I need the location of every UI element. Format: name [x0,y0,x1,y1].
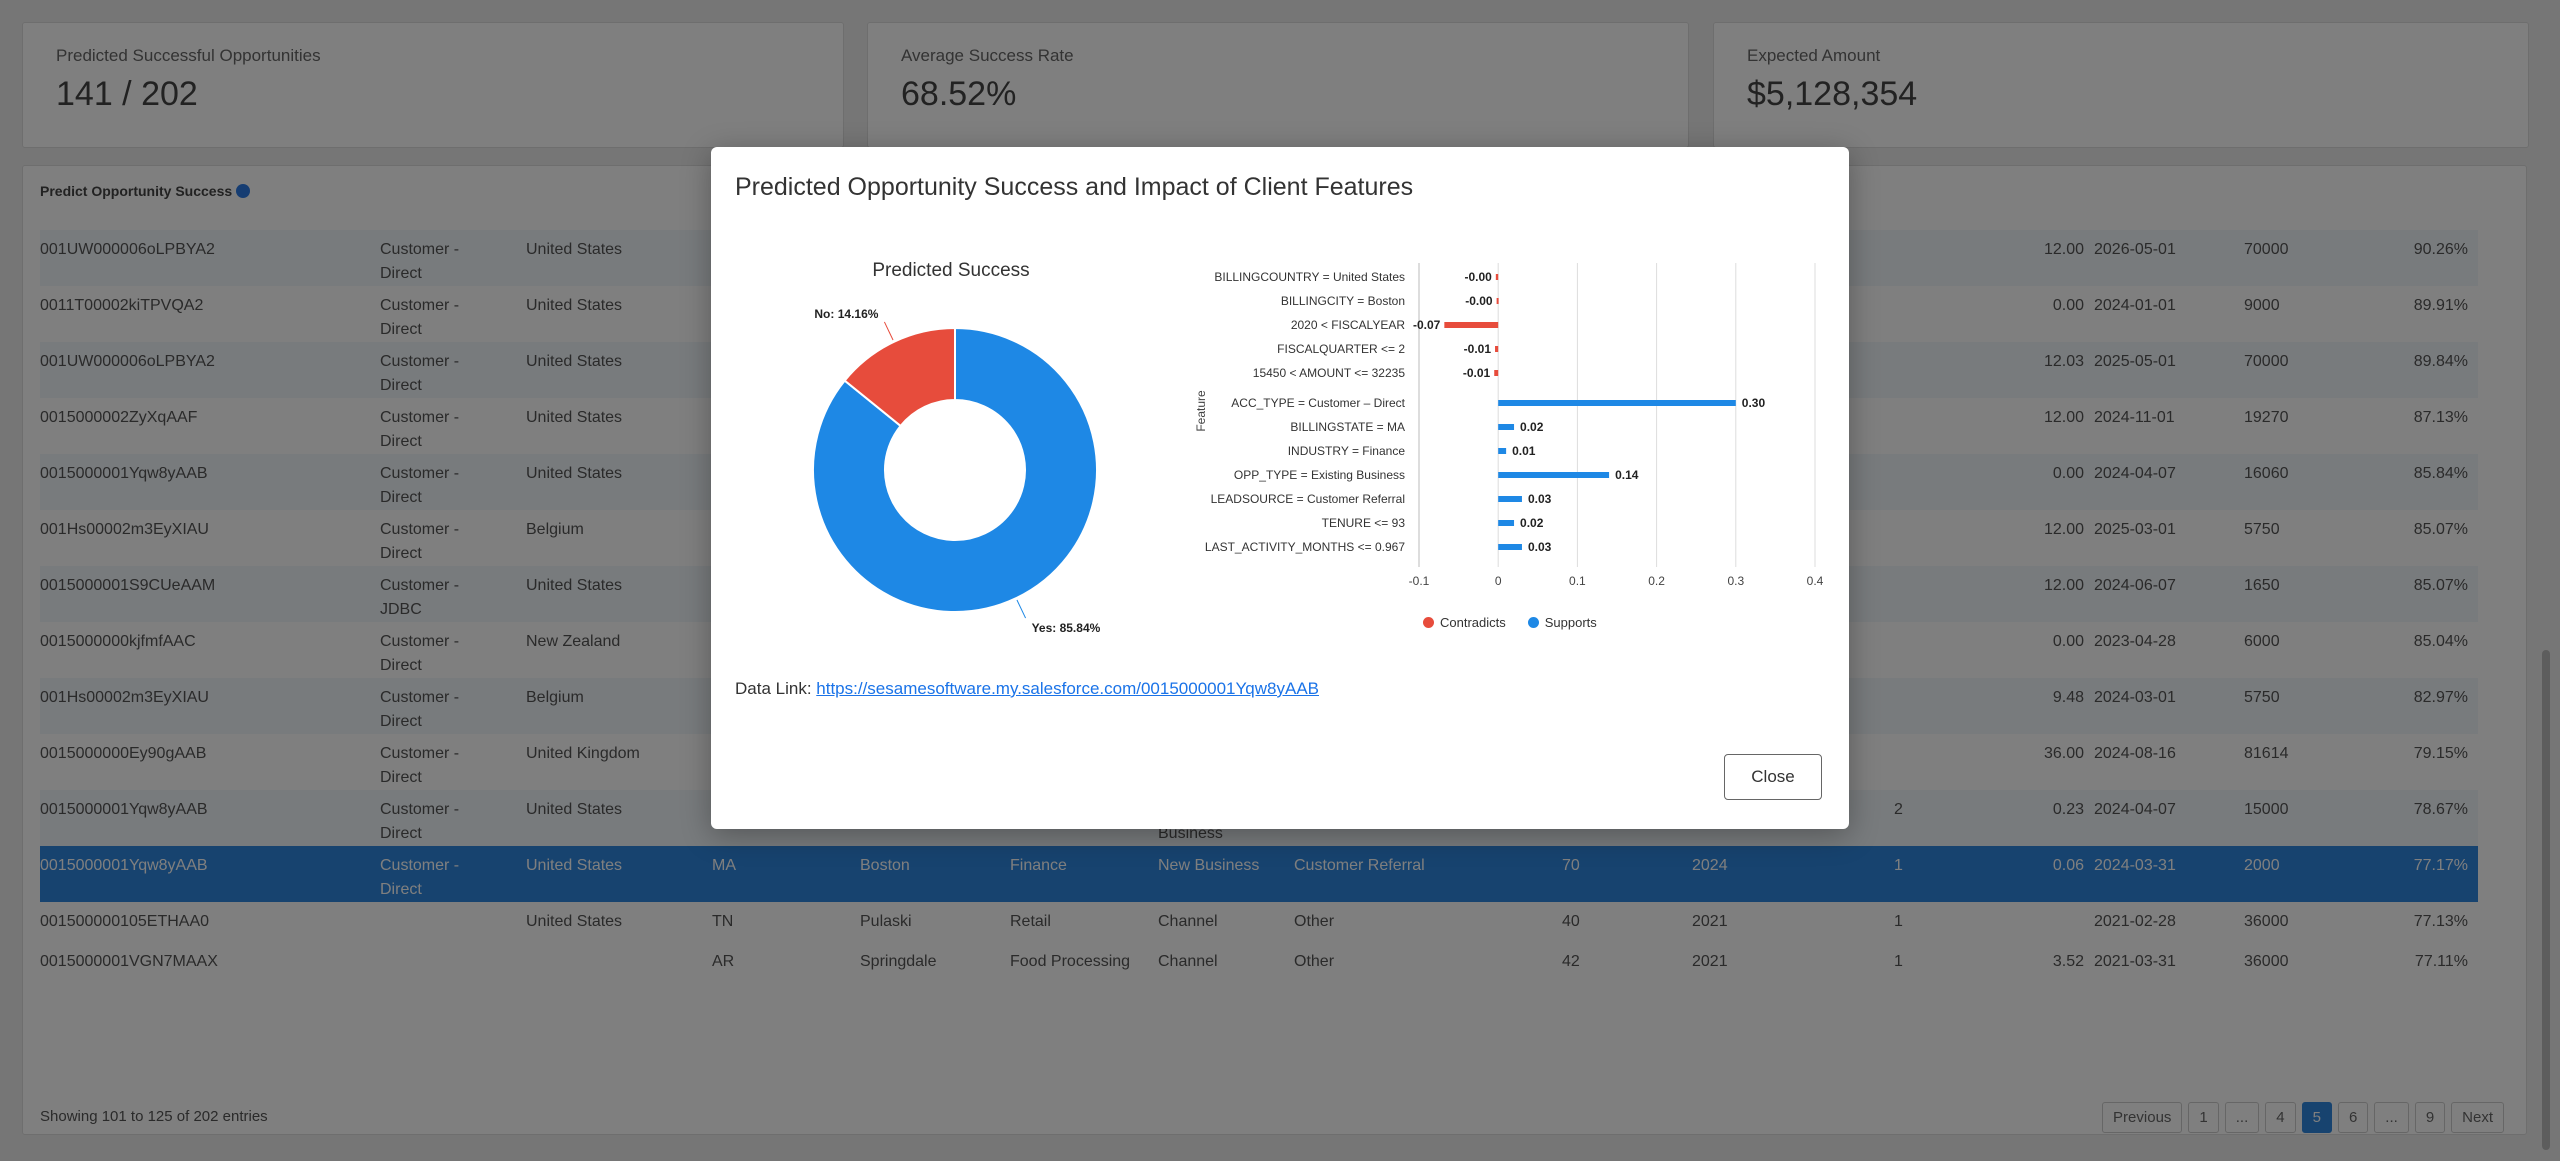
impact-bar[interactable] [1498,400,1736,406]
chart-legend: Contradicts Supports [1423,615,1597,630]
bar-value-label: -0.00 [1464,270,1492,284]
x-tick-label: 0.2 [1648,574,1665,587]
y-tick-label: LEADSOURCE = Customer Referral [1211,492,1405,506]
slice-label: No: 14.16% [814,307,878,321]
y-tick-label: BILLINGCITY = Boston [1281,294,1405,308]
impact-bar[interactable] [1498,520,1515,526]
y-tick-label: FISCALQUARTER <= 2 [1277,342,1405,356]
impact-bar[interactable] [1498,448,1507,454]
y-tick-label: 15450 < AMOUNT <= 32235 [1253,366,1406,380]
y-tick-label: OPP_TYPE = Existing Business [1234,468,1405,482]
bar-value-label: 0.14 [1615,468,1639,482]
legend-swatch [1423,617,1434,628]
impact-bar[interactable] [1495,274,1499,280]
donut-slice-no[interactable] [843,326,956,428]
impact-bar[interactable] [1498,472,1610,478]
impact-bar[interactable] [1494,370,1499,376]
modal-title: Predicted Opportunity Success and Impact… [735,173,1414,201]
data-link-label: Data Link: [735,679,812,698]
y-tick-label: INDUSTRY = Finance [1288,444,1406,458]
bar-value-label: 0.30 [1742,396,1766,410]
leader-line [1016,599,1027,619]
impact-bar[interactable] [1498,544,1522,550]
legend-item-contradicts[interactable]: Contradicts [1423,615,1506,630]
bar-value-label: -0.07 [1413,318,1441,332]
data-link[interactable]: https://sesamesoftware.my.salesforce.com… [816,679,1319,698]
bar-value-label: -0.00 [1465,294,1493,308]
bar-value-label: -0.01 [1463,366,1491,380]
x-tick-label: -0.1 [1409,574,1430,587]
y-axis-label: Feature [1194,390,1208,432]
bar-value-label: 0.01 [1512,444,1536,458]
x-tick-label: 0.1 [1569,574,1586,587]
y-tick-label: BILLINGCOUNTRY = United States [1214,270,1405,284]
y-tick-label: LAST_ACTIVITY_MONTHS <= 0.967 [1205,540,1405,554]
impact-bar[interactable] [1495,346,1499,352]
close-button[interactable]: Close [1724,754,1822,800]
bar-value-label: 0.03 [1528,492,1552,506]
bar-value-label: 0.02 [1520,420,1544,434]
y-tick-label: TENURE <= 93 [1322,516,1406,530]
legend-item-supports[interactable]: Supports [1527,615,1597,630]
leader-line [883,321,894,341]
legend-swatch [1527,617,1539,628]
impact-bar[interactable] [1498,424,1515,430]
y-tick-label: 2020 < FISCALYEAR [1291,318,1406,332]
x-tick-label: 0 [1495,574,1502,587]
y-tick-label: BILLINGSTATE = MA [1290,420,1405,434]
legend-label: Contradicts [1440,615,1506,630]
y-tick-label: ACC_TYPE = Customer – Direct [1231,396,1405,410]
impact-bar-chart: -0.100.10.20.30.4ImpactFeatureBILLINGCOU… [1194,263,1824,587]
feature-impact-modal: Predicted Opportunity Success and Impact… [711,147,1849,829]
slice-label: Yes: 85.84% [1032,621,1101,635]
bar-value-label: 0.02 [1520,516,1544,530]
legend-label: Supports [1544,615,1597,630]
donut-chart: Yes: 85.84% No: 14.16% [812,307,1101,635]
bar-value-label: 0.03 [1528,540,1552,554]
donut-slice-yes[interactable] [812,326,1098,613]
donut-chart-title: Predicted Success [872,260,1030,281]
impact-bar[interactable] [1498,496,1522,502]
x-tick-label: 0.4 [1807,574,1824,587]
x-tick-label: 0.3 [1727,574,1744,587]
bar-value-label: -0.01 [1464,342,1492,356]
data-link-row: Data Link: https://sesamesoftware.my.sal… [735,679,1319,699]
impact-bar[interactable] [1444,322,1499,328]
impact-bar[interactable] [1496,298,1499,304]
